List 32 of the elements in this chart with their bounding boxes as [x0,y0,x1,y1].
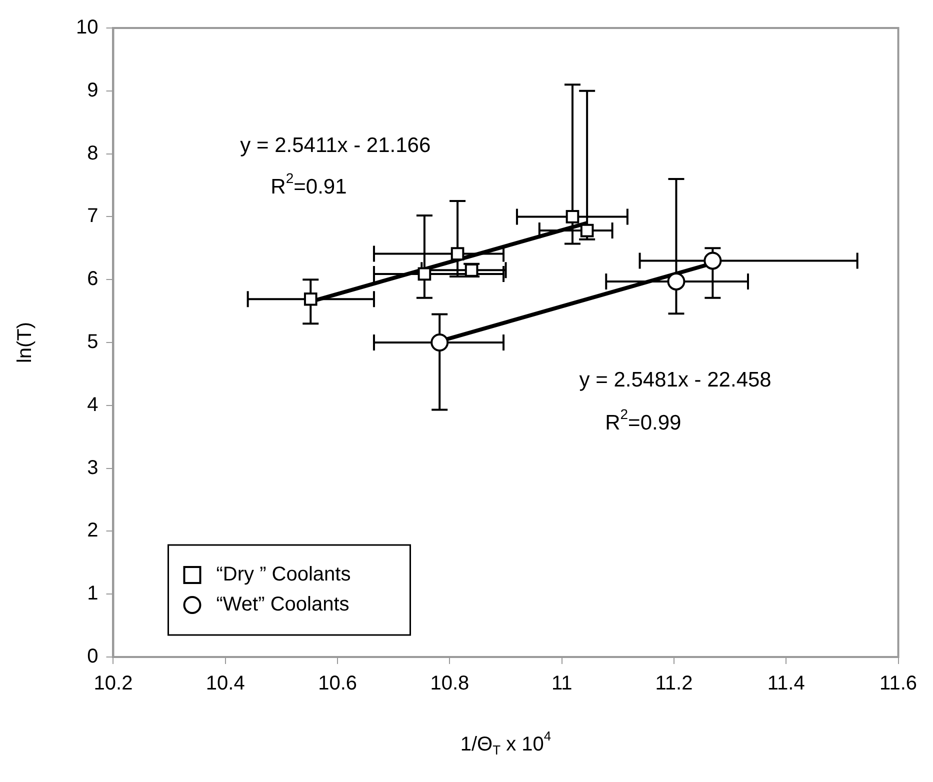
y-tick-label: 8 [87,142,98,164]
annotation: y = 2.5481x - 22.458 [579,368,772,392]
x-tick-label: 10.4 [206,672,245,695]
legend-label: “Wet” Coolants [216,594,350,616]
point [430,334,449,352]
x-tick-label: 11 [551,672,572,695]
x-tick-label: 11.4 [767,672,805,695]
point [704,252,722,270]
point [304,292,318,306]
y-tick-label: 3 [87,456,98,479]
x-tick-label: 10.8 [430,672,470,695]
y-tick-label: 6 [87,268,98,290]
y-tick-label: 5 [87,331,98,354]
annotation: y = 2.5411x - 21.166 [240,134,431,158]
y-axis-title: ln(T) [14,322,36,364]
x-tick-label: 11.2 [655,672,693,695]
y-tick-label: 7 [87,205,98,228]
y-tick-label: 2 [87,520,98,542]
y-tick-label: 1 [87,582,98,605]
point [418,267,432,281]
legend-label: “Dry ” Coolants [216,564,351,586]
y-tick-label: 0 [87,646,98,668]
x-tick-label: 10.6 [318,672,358,695]
y-tick-label: 10 [76,16,98,39]
x-tick-label: 11.6 [880,672,918,695]
point [450,247,464,260]
point [580,224,594,238]
y-tick-label: 9 [87,79,98,102]
y-tick-label: 4 [87,394,98,416]
x-tick-label: 10.2 [94,672,133,695]
point [566,210,580,224]
point [667,272,686,290]
